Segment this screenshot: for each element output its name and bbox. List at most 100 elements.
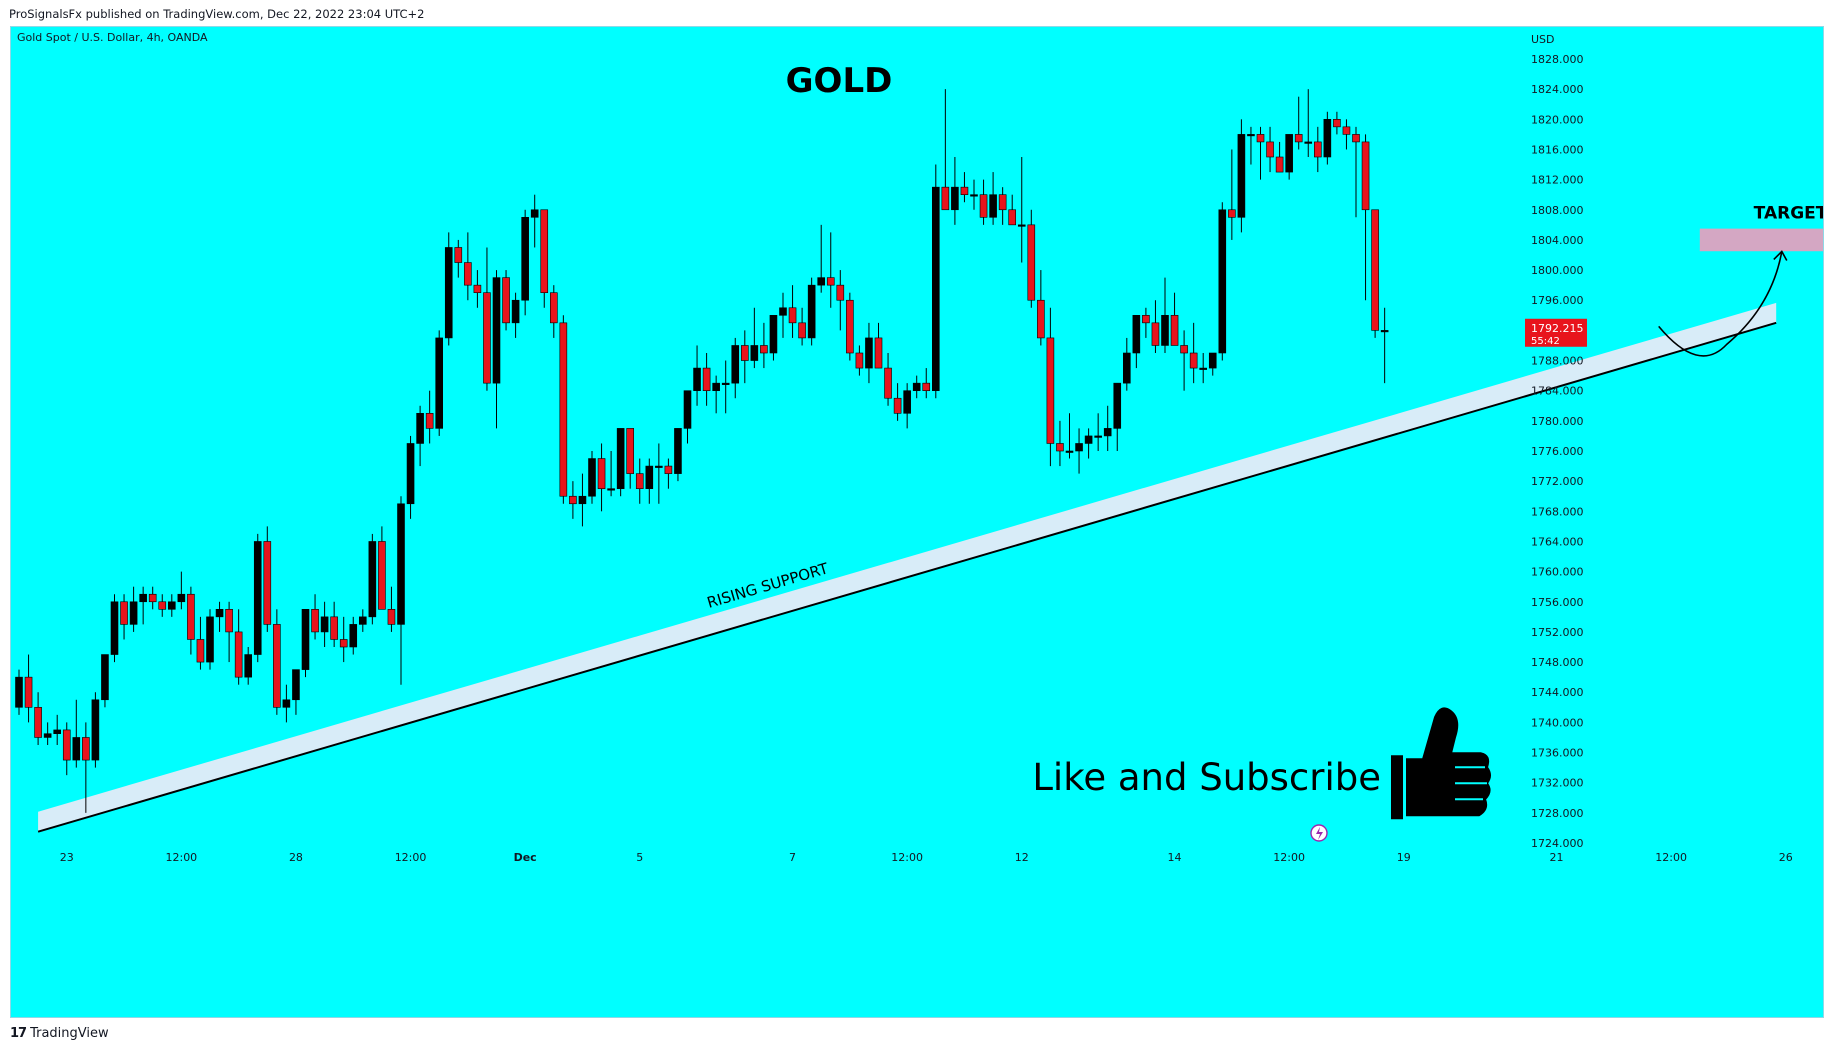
candle-body bbox=[24, 676, 33, 708]
candle-body bbox=[320, 616, 329, 633]
candle bbox=[1285, 134, 1293, 180]
candle-body bbox=[779, 307, 787, 316]
candle bbox=[626, 428, 635, 489]
chart-area[interactable]: 1724.000 1728.000 1732.000 1736.000 1740.000… bbox=[10, 26, 1824, 1018]
candle-body bbox=[1237, 134, 1246, 218]
y-tick-label: 1752.000 bbox=[1531, 626, 1584, 639]
candle bbox=[425, 390, 434, 444]
candle-body bbox=[43, 733, 52, 738]
candle-body bbox=[349, 624, 358, 648]
candle bbox=[903, 383, 911, 429]
candle bbox=[473, 270, 482, 308]
candle-body bbox=[530, 209, 539, 218]
candle-body bbox=[655, 465, 663, 468]
candle bbox=[798, 307, 806, 346]
candle bbox=[1094, 413, 1102, 451]
candle bbox=[187, 586, 195, 655]
candle bbox=[1123, 337, 1131, 391]
candle-body bbox=[521, 217, 529, 301]
candle bbox=[865, 322, 873, 384]
candle bbox=[234, 609, 243, 685]
candle bbox=[1294, 96, 1303, 150]
flash-icon bbox=[1310, 824, 1328, 842]
candle-body bbox=[406, 443, 415, 505]
candle-body bbox=[731, 345, 740, 384]
y-tick-label: 1776.000 bbox=[1531, 445, 1584, 458]
candle bbox=[922, 368, 931, 399]
candle bbox=[588, 451, 596, 504]
candle bbox=[43, 722, 52, 745]
x-tick-label: 12 bbox=[1015, 851, 1029, 864]
candle bbox=[1151, 300, 1160, 353]
candle bbox=[1008, 194, 1017, 226]
candle-body bbox=[1132, 315, 1141, 354]
candle bbox=[1113, 382, 1122, 451]
candle bbox=[368, 533, 377, 625]
candle bbox=[82, 722, 90, 813]
candle bbox=[740, 330, 749, 384]
candle-body bbox=[740, 345, 749, 361]
candle bbox=[378, 526, 386, 610]
candle bbox=[62, 722, 71, 776]
candle-body bbox=[912, 382, 921, 391]
candle-body bbox=[511, 299, 520, 324]
y-tick-label: 1744.000 bbox=[1531, 686, 1584, 699]
y-tick-label: 1820.000 bbox=[1531, 113, 1584, 126]
candle-body bbox=[635, 473, 644, 489]
candle-body bbox=[1180, 345, 1188, 354]
x-tick-label: 5 bbox=[636, 851, 643, 864]
tradingview-brand[interactable]: TradingView bbox=[30, 1026, 109, 1041]
candle-body bbox=[836, 284, 845, 301]
flash-bolt bbox=[1316, 827, 1323, 840]
candle bbox=[1027, 209, 1036, 308]
candle bbox=[1142, 307, 1150, 338]
candlestick-chart[interactable]: 1724.000 1728.000 1732.000 1736.000 1740.000… bbox=[11, 27, 1823, 1017]
candle bbox=[1170, 292, 1179, 346]
candle-body bbox=[540, 209, 549, 293]
candle bbox=[674, 428, 682, 482]
candle bbox=[769, 315, 778, 361]
candle bbox=[874, 322, 883, 369]
candle-body bbox=[846, 299, 854, 354]
candle-body bbox=[158, 601, 167, 610]
candle bbox=[1352, 126, 1360, 218]
candle bbox=[215, 601, 224, 632]
rising-support-line bbox=[37, 321, 1777, 833]
candle-body bbox=[874, 337, 883, 369]
candle-body bbox=[101, 654, 109, 701]
candle-body bbox=[645, 465, 654, 489]
candle-body bbox=[110, 601, 119, 655]
candle-body bbox=[865, 337, 873, 369]
candle-body bbox=[559, 322, 568, 497]
candle-body bbox=[301, 609, 310, 670]
candle bbox=[931, 164, 940, 399]
candle-body bbox=[72, 737, 81, 761]
y-tick-label: 1756.000 bbox=[1531, 596, 1584, 609]
candle-body bbox=[464, 262, 472, 286]
last-price-value: 1792.215 bbox=[1531, 322, 1584, 335]
target-label: TARGET bbox=[1754, 204, 1823, 224]
candle bbox=[1333, 111, 1341, 135]
candle bbox=[836, 270, 845, 331]
y-tick-label: 1812.000 bbox=[1531, 174, 1584, 187]
candle-body bbox=[34, 707, 42, 738]
candle-body bbox=[1247, 134, 1255, 137]
candle-body bbox=[884, 367, 892, 399]
candle-body bbox=[311, 609, 319, 633]
candle bbox=[292, 669, 300, 715]
candle bbox=[693, 345, 701, 406]
candle bbox=[521, 209, 529, 316]
candle bbox=[530, 194, 539, 248]
candle-body bbox=[1294, 134, 1303, 143]
candle-body bbox=[483, 292, 491, 384]
candle-body bbox=[1123, 352, 1131, 384]
candle bbox=[206, 609, 214, 670]
candle-body bbox=[826, 277, 835, 286]
candle-body bbox=[1084, 435, 1093, 444]
footer: 17 TradingView bbox=[10, 1026, 109, 1041]
candle bbox=[540, 209, 549, 308]
candle-body bbox=[1017, 224, 1026, 227]
candle bbox=[24, 654, 33, 723]
candle-body bbox=[931, 186, 940, 391]
candle bbox=[1304, 89, 1313, 157]
